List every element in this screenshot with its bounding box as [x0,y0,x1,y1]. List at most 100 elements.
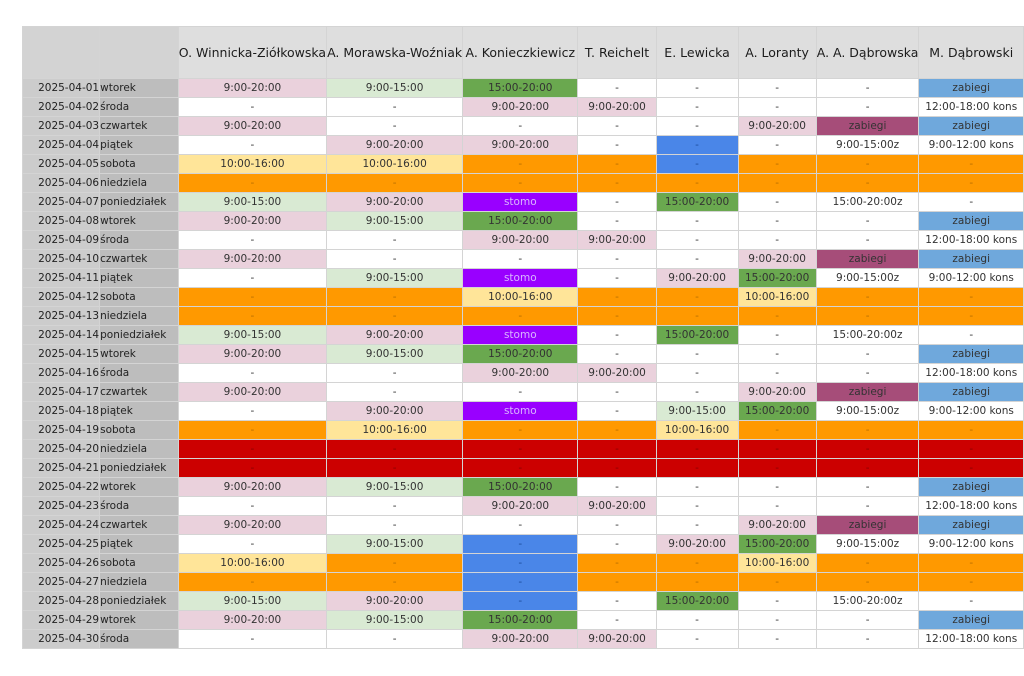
shift-cell[interactable]: - [737,154,817,174]
shift-cell[interactable]: - [326,572,464,592]
shift-cell[interactable]: 9:00-20:00 [577,629,657,649]
shift-cell[interactable]: - [815,211,920,231]
shift-cell[interactable]: - [737,325,817,345]
shift-cell[interactable]: - [815,287,920,307]
shift-cell[interactable]: 9:00-20:00 [462,97,579,117]
shift-cell[interactable]: - [737,496,817,516]
shift-cell[interactable]: - [577,192,657,212]
shift-cell[interactable]: - [462,553,579,573]
shift-cell[interactable]: - [655,230,739,250]
shift-cell[interactable]: 9:00-20:00 [577,97,657,117]
shift-cell[interactable]: 9:00-20:00 [462,230,579,250]
shift-cell[interactable]: 15:00-20:00 [462,78,579,98]
shift-cell[interactable]: - [655,344,739,364]
shift-cell[interactable]: - [655,287,739,307]
shift-cell[interactable]: - [815,344,920,364]
shift-cell[interactable]: 9:00-12:00 kons [918,534,1024,554]
shift-cell[interactable]: stomo [462,401,579,421]
shift-cell[interactable]: 10:00-16:00 [655,420,739,440]
shift-cell[interactable]: 9:00-15:00 [177,325,328,345]
shift-cell[interactable]: 9:00-20:00 [655,268,739,288]
shift-cell[interactable]: - [326,515,464,535]
shift-cell[interactable]: - [815,439,920,459]
shift-cell[interactable]: - [655,572,739,592]
shift-cell[interactable]: - [326,458,464,478]
shift-cell[interactable]: stomo [462,192,579,212]
shift-cell[interactable]: - [577,268,657,288]
shift-cell[interactable]: 9:00-15:00 [326,211,464,231]
shift-cell[interactable]: - [918,458,1024,478]
shift-cell[interactable]: 9:00-15:00 [326,477,464,497]
shift-cell[interactable]: 9:00-15:00 [326,534,464,554]
shift-cell[interactable]: - [577,116,657,136]
shift-cell[interactable]: 9:00-20:00 [326,325,464,345]
shift-cell[interactable]: - [655,477,739,497]
shift-cell[interactable]: - [177,401,328,421]
shift-cell[interactable]: zabiegi [918,78,1024,98]
shift-cell[interactable]: - [918,173,1024,193]
shift-cell[interactable]: - [737,629,817,649]
shift-cell[interactable]: - [577,439,657,459]
shift-cell[interactable]: - [918,154,1024,174]
shift-cell[interactable]: 12:00-18:00 kons [918,629,1024,649]
shift-cell[interactable]: - [326,287,464,307]
shift-cell[interactable]: zabiegi [815,382,920,402]
shift-cell[interactable]: zabiegi [815,515,920,535]
shift-cell[interactable]: 9:00-20:00 [577,230,657,250]
shift-cell[interactable]: 9:00-20:00 [577,363,657,383]
shift-cell[interactable]: 10:00-16:00 [462,287,579,307]
shift-cell[interactable]: - [577,477,657,497]
shift-cell[interactable]: - [655,306,739,326]
shift-cell[interactable]: 9:00-15:00 [326,78,464,98]
shift-cell[interactable]: 10:00-16:00 [326,420,464,440]
shift-cell[interactable]: - [177,629,328,649]
shift-cell[interactable]: - [655,135,739,155]
shift-cell[interactable]: zabiegi [918,344,1024,364]
shift-cell[interactable]: 9:00-20:00 [177,382,328,402]
shift-cell[interactable]: - [177,173,328,193]
shift-cell[interactable]: 15:00-20:00 [462,610,579,630]
shift-cell[interactable]: - [655,249,739,269]
shift-cell[interactable]: zabiegi [918,211,1024,231]
shift-cell[interactable]: 12:00-18:00 kons [918,230,1024,250]
shift-cell[interactable]: zabiegi [918,515,1024,535]
shift-cell[interactable]: - [918,572,1024,592]
shift-cell[interactable]: - [655,439,739,459]
shift-cell[interactable]: - [177,268,328,288]
shift-cell[interactable]: - [577,325,657,345]
shift-cell[interactable]: 9:00-15:00z [815,534,920,554]
shift-cell[interactable]: - [655,515,739,535]
shift-cell[interactable]: - [918,325,1024,345]
shift-cell[interactable]: 15:00-20:00 [737,401,817,421]
shift-cell[interactable]: - [737,173,817,193]
shift-cell[interactable]: - [655,173,739,193]
shift-cell[interactable]: - [655,211,739,231]
shift-cell[interactable]: 9:00-15:00 [326,268,464,288]
shift-cell[interactable]: 9:00-20:00 [737,116,817,136]
shift-cell[interactable]: - [462,534,579,554]
shift-cell[interactable]: 15:00-20:00 [462,477,579,497]
shift-cell[interactable]: - [815,230,920,250]
shift-cell[interactable]: - [177,230,328,250]
shift-cell[interactable]: 9:00-20:00 [462,629,579,649]
shift-cell[interactable]: - [462,515,579,535]
shift-cell[interactable]: 9:00-20:00 [177,610,328,630]
shift-cell[interactable]: - [815,610,920,630]
shift-cell[interactable]: 15:00-20:00 [655,591,739,611]
shift-cell[interactable]: 12:00-18:00 kons [918,363,1024,383]
shift-cell[interactable]: - [737,135,817,155]
shift-cell[interactable]: - [462,572,579,592]
shift-cell[interactable]: - [577,287,657,307]
shift-cell[interactable]: - [918,439,1024,459]
shift-cell[interactable]: 9:00-20:00 [655,534,739,554]
shift-cell[interactable]: - [737,192,817,212]
shift-cell[interactable]: - [577,610,657,630]
shift-cell[interactable]: - [815,420,920,440]
shift-cell[interactable]: - [577,154,657,174]
shift-cell[interactable]: 9:00-20:00 [326,135,464,155]
shift-cell[interactable]: - [326,230,464,250]
shift-cell[interactable]: zabiegi [815,116,920,136]
shift-cell[interactable]: - [577,553,657,573]
shift-cell[interactable]: - [177,534,328,554]
shift-cell[interactable]: - [918,287,1024,307]
